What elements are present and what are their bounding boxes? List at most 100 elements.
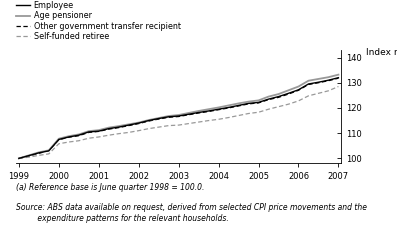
Age pensioner bbox=[76, 133, 81, 136]
Other government transfer recipient bbox=[306, 83, 311, 86]
Self-funded retiree bbox=[246, 112, 251, 115]
Employee bbox=[136, 122, 141, 124]
Employee bbox=[186, 113, 191, 116]
Employee bbox=[176, 115, 181, 117]
Employee bbox=[146, 119, 151, 122]
Other government transfer recipient bbox=[216, 108, 221, 111]
Other government transfer recipient bbox=[196, 112, 201, 114]
Self-funded retiree bbox=[226, 116, 231, 119]
Employee bbox=[296, 89, 301, 91]
Other government transfer recipient bbox=[206, 110, 211, 113]
Employee bbox=[27, 154, 31, 157]
Line: Other government transfer recipient: Other government transfer recipient bbox=[19, 78, 338, 158]
Self-funded retiree bbox=[316, 92, 321, 95]
Age pensioner bbox=[96, 129, 101, 131]
Self-funded retiree bbox=[17, 157, 21, 160]
Self-funded retiree bbox=[256, 111, 261, 114]
Other government transfer recipient bbox=[56, 138, 61, 141]
Other government transfer recipient bbox=[336, 77, 341, 79]
Text: Source: ABS data available on request, derived from selected CPI price movements: Source: ABS data available on request, d… bbox=[16, 203, 367, 222]
Legend: Employee, Age pensioner, Other government transfer recipient, Self-funded retire: Employee, Age pensioner, Other governmen… bbox=[16, 1, 181, 41]
Self-funded retiree bbox=[206, 119, 211, 122]
Age pensioner bbox=[106, 126, 111, 129]
Self-funded retiree bbox=[286, 103, 291, 106]
Text: (a) Reference base is June quarter 1998 = 100.0.: (a) Reference base is June quarter 1998 … bbox=[16, 183, 204, 192]
Age pensioner bbox=[186, 112, 191, 114]
Y-axis label: Index no.: Index no. bbox=[366, 48, 397, 57]
Other government transfer recipient bbox=[37, 152, 41, 155]
Other government transfer recipient bbox=[286, 93, 291, 95]
Other government transfer recipient bbox=[226, 107, 231, 109]
Other government transfer recipient bbox=[106, 128, 111, 131]
Self-funded retiree bbox=[326, 89, 331, 92]
Employee bbox=[266, 98, 271, 101]
Employee bbox=[246, 102, 251, 105]
Employee bbox=[206, 110, 211, 112]
Employee bbox=[336, 76, 341, 79]
Age pensioner bbox=[166, 115, 171, 117]
Other government transfer recipient bbox=[176, 115, 181, 118]
Employee bbox=[56, 138, 61, 141]
Other government transfer recipient bbox=[17, 157, 21, 160]
Line: Age pensioner: Age pensioner bbox=[19, 75, 338, 158]
Self-funded retiree bbox=[176, 124, 181, 126]
Employee bbox=[316, 81, 321, 84]
Self-funded retiree bbox=[27, 156, 31, 158]
Self-funded retiree bbox=[106, 134, 111, 137]
Self-funded retiree bbox=[66, 141, 71, 143]
Self-funded retiree bbox=[116, 132, 121, 135]
Employee bbox=[256, 101, 261, 104]
Employee bbox=[216, 108, 221, 111]
Line: Employee: Employee bbox=[19, 78, 338, 158]
Employee bbox=[116, 126, 121, 128]
Self-funded retiree bbox=[126, 131, 131, 134]
Age pensioner bbox=[46, 149, 51, 152]
Age pensioner bbox=[306, 79, 311, 82]
Other government transfer recipient bbox=[166, 116, 171, 119]
Other government transfer recipient bbox=[46, 149, 51, 152]
Employee bbox=[236, 104, 241, 107]
Other government transfer recipient bbox=[136, 122, 141, 125]
Age pensioner bbox=[236, 102, 241, 105]
Other government transfer recipient bbox=[27, 155, 31, 157]
Employee bbox=[166, 115, 171, 118]
Employee bbox=[306, 83, 311, 85]
Age pensioner bbox=[87, 130, 91, 133]
Other government transfer recipient bbox=[256, 101, 261, 104]
Age pensioner bbox=[146, 119, 151, 121]
Age pensioner bbox=[116, 125, 121, 128]
Self-funded retiree bbox=[196, 121, 201, 123]
Other government transfer recipient bbox=[126, 124, 131, 127]
Employee bbox=[286, 92, 291, 95]
Other government transfer recipient bbox=[186, 114, 191, 116]
Self-funded retiree bbox=[136, 129, 141, 132]
Employee bbox=[226, 106, 231, 109]
Other government transfer recipient bbox=[246, 103, 251, 105]
Self-funded retiree bbox=[236, 114, 241, 117]
Age pensioner bbox=[17, 157, 21, 160]
Other government transfer recipient bbox=[316, 81, 321, 84]
Age pensioner bbox=[176, 114, 181, 116]
Self-funded retiree bbox=[56, 142, 61, 145]
Age pensioner bbox=[256, 99, 261, 102]
Self-funded retiree bbox=[336, 85, 341, 88]
Age pensioner bbox=[286, 89, 291, 92]
Other government transfer recipient bbox=[266, 98, 271, 101]
Employee bbox=[196, 111, 201, 114]
Self-funded retiree bbox=[296, 99, 301, 102]
Self-funded retiree bbox=[96, 136, 101, 138]
Age pensioner bbox=[326, 76, 331, 79]
Other government transfer recipient bbox=[276, 96, 281, 99]
Other government transfer recipient bbox=[146, 120, 151, 122]
Other government transfer recipient bbox=[116, 126, 121, 129]
Self-funded retiree bbox=[186, 122, 191, 125]
Age pensioner bbox=[66, 135, 71, 138]
Age pensioner bbox=[266, 95, 271, 98]
Age pensioner bbox=[336, 73, 341, 76]
Age pensioner bbox=[216, 106, 221, 109]
Age pensioner bbox=[316, 78, 321, 80]
Self-funded retiree bbox=[156, 126, 161, 128]
Employee bbox=[46, 149, 51, 152]
Age pensioner bbox=[156, 117, 161, 119]
Employee bbox=[37, 151, 41, 154]
